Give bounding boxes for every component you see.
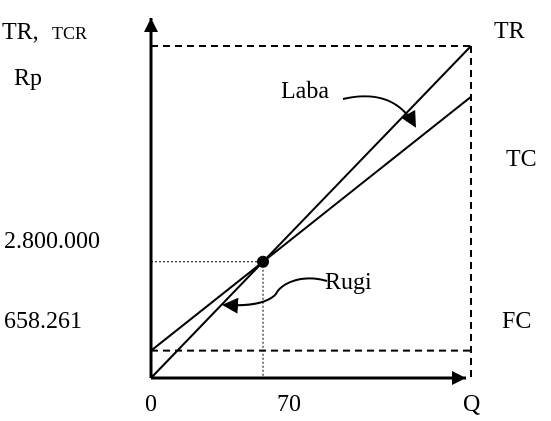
- loss-annotation-arrow: [222, 277, 328, 314]
- tr-series-label: TR: [494, 18, 525, 44]
- loss-annotation-label: Rugi: [325, 269, 372, 295]
- tc-line: [150, 96, 472, 352]
- y-tick-label-fixed-cost: 658.261: [4, 308, 82, 334]
- tr-line: [150, 45, 472, 379]
- break-even-point: [257, 255, 269, 268]
- profit-annotation-arrow: [342, 95, 416, 128]
- x-axis-arrowhead: [452, 371, 466, 385]
- tc-series-label: TC: [506, 146, 537, 172]
- profit-label-knockout: [398, 83, 410, 103]
- fc-series-label: FC: [502, 308, 531, 334]
- y-axis-label-rp: Rp: [14, 65, 42, 91]
- x-tick-label-zero: 0: [145, 391, 157, 417]
- y-axis-label-tr: TR,: [2, 19, 39, 45]
- y-axis-label-tcr: TCR: [52, 23, 87, 43]
- x-axis-label: Q: [463, 391, 480, 417]
- y-tick-label-break-even: 2.800.000: [4, 228, 100, 254]
- y-axis-arrowhead: [144, 18, 158, 32]
- profit-annotation-label: Laba: [281, 78, 329, 104]
- x-tick-label-seventy: 70: [277, 391, 301, 417]
